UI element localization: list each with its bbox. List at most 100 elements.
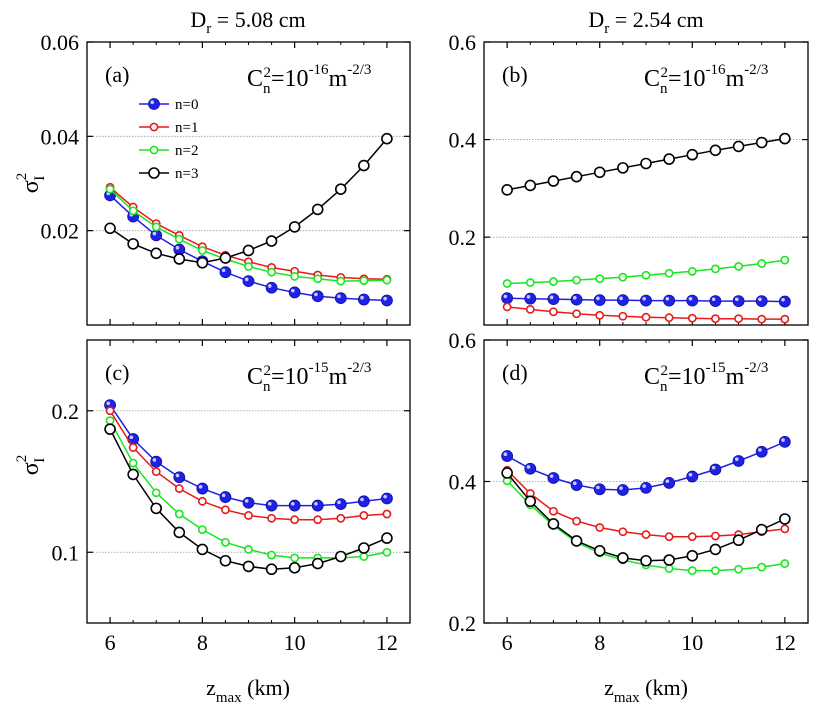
- data-point-n0-highlight: [781, 438, 785, 442]
- data-point-n3: [593, 166, 606, 179]
- x-axis-label-rest: (km): [640, 675, 688, 700]
- annotation-sup3: -2/3: [744, 360, 768, 376]
- data-point-n3: [104, 222, 116, 235]
- y-axis-label-sub: I: [32, 176, 48, 181]
- chart-panel-a: 0.02 0.04 0.06 (a) Cn2=10-16m-2/3 n=0 n=1 n=2 n=…: [41, 30, 411, 326]
- panel-label: (c): [105, 360, 129, 385]
- data-point-n2: [595, 274, 605, 284]
- data-point-n3: [501, 184, 513, 196]
- y-tick-label: 0.2: [449, 225, 477, 250]
- data-point-n3: [547, 518, 560, 530]
- annotation-sub: n: [660, 379, 668, 395]
- data-point-n1: [618, 311, 628, 321]
- data-point-n1: [664, 532, 674, 542]
- data-point-n2: [336, 276, 346, 286]
- y-tick-label: 0.6: [449, 30, 477, 55]
- data-point-n3: [358, 542, 370, 554]
- data-point-n2: [105, 184, 115, 194]
- y-tick-label: 0.1: [52, 540, 80, 565]
- legend-label: n=3: [175, 166, 198, 182]
- data-point-n3: [173, 253, 186, 265]
- y-axis-label-main: σ: [18, 180, 44, 193]
- annotation-sup3: -2/3: [347, 62, 371, 78]
- data-point-n2: [128, 206, 138, 216]
- x-tick-label: 6: [502, 630, 513, 655]
- data-point-n2: [290, 272, 300, 281]
- annotation-sup2: -15: [706, 360, 726, 376]
- data-point-n2: [174, 234, 184, 244]
- data-point-n0-highlight: [503, 294, 508, 299]
- x-axis-label-sub: max: [216, 690, 242, 706]
- data-point-n0: [357, 495, 370, 508]
- data-point-n0: [334, 498, 347, 511]
- data-point-n0: [547, 293, 560, 306]
- annotation-post: m: [329, 66, 348, 92]
- data-point-n1: [595, 310, 605, 320]
- data-point-n0-highlight: [642, 484, 646, 488]
- data-point-n0: [196, 482, 209, 495]
- data-point-n0-highlight: [572, 296, 577, 300]
- data-point-n2: [359, 276, 369, 286]
- legend-marker: [149, 145, 159, 155]
- data-point-n2: [267, 267, 276, 277]
- data-point-n2: [734, 564, 743, 574]
- x-tick-label: 6: [105, 630, 116, 655]
- data-point-n0-highlight: [711, 465, 716, 470]
- data-point-n0: [288, 499, 301, 512]
- data-point-n0-highlight: [175, 245, 180, 250]
- annotation-sup2: -15: [309, 360, 329, 376]
- y-axis-label: σ2 I: [14, 455, 48, 475]
- data-point-n0: [334, 292, 347, 305]
- annotation-sup1: 2: [264, 65, 272, 81]
- data-point-n0-highlight: [383, 296, 387, 301]
- legend-label: n=0: [175, 97, 198, 113]
- annotation-pre: C: [247, 364, 263, 390]
- data-point-n3: [219, 252, 232, 264]
- data-point-n0-highlight: [596, 485, 600, 490]
- data-point-n0: [150, 229, 163, 242]
- x-axis-label-main: z: [206, 675, 216, 700]
- annotation-post: m: [726, 364, 745, 390]
- annotation-sub: n: [263, 379, 271, 395]
- data-point-n0-highlight: [291, 288, 295, 293]
- y-tick-label: 0.06: [41, 30, 80, 55]
- annotation-text: Cn2=10-16m-2/3: [247, 62, 371, 97]
- series-line-n2: [109, 420, 388, 559]
- data-point-n1: [780, 314, 790, 324]
- data-point-n0-highlight: [711, 297, 716, 302]
- data-point-n1: [244, 511, 253, 520]
- data-point-n2: [687, 266, 697, 276]
- data-point-n3: [219, 554, 232, 567]
- data-point-n2: [780, 255, 790, 265]
- data-point-n1: [128, 443, 138, 452]
- data-point-n2: [382, 547, 392, 557]
- data-point-n0-highlight: [665, 479, 670, 483]
- data-point-n1: [313, 515, 323, 525]
- data-point-n0: [524, 462, 537, 475]
- data-point-n0-highlight: [688, 472, 693, 477]
- data-point-n2: [618, 272, 628, 282]
- data-point-n3: [334, 550, 347, 563]
- data-point-n0: [265, 281, 278, 294]
- data-point-n0-highlight: [503, 452, 508, 457]
- y-axis-label-sub: I: [32, 458, 48, 463]
- data-point-n0: [265, 499, 278, 512]
- data-point-n0: [755, 445, 768, 458]
- data-point-n2: [197, 525, 207, 535]
- y-axis-label-text: σ2 I: [14, 173, 48, 193]
- data-point-n0: [219, 266, 232, 279]
- data-point-n3: [501, 467, 513, 479]
- data-point-n0: [663, 294, 676, 307]
- annotation-sup3: -2/3: [744, 62, 768, 78]
- data-point-n1: [757, 314, 767, 324]
- data-point-n3: [288, 221, 301, 233]
- data-point-n2: [174, 509, 184, 519]
- data-point-n3: [663, 554, 675, 566]
- data-point-n0-highlight: [267, 284, 272, 288]
- annotation-sup2: -16: [706, 62, 726, 78]
- y-tick-label: 0.4: [449, 128, 477, 153]
- data-point-n0: [778, 435, 791, 448]
- data-point-n0-highlight: [549, 474, 554, 478]
- data-point-n1: [572, 516, 581, 526]
